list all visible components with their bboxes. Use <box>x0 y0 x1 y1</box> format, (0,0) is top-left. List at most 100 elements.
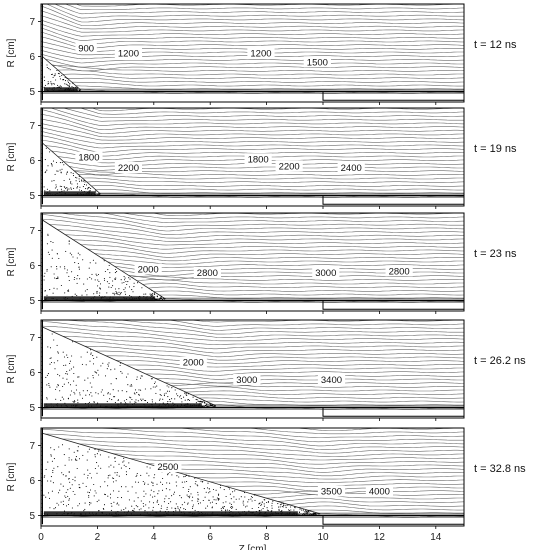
plasma-dot <box>57 492 60 494</box>
plasma-dot <box>71 507 73 509</box>
plasma-dot <box>68 279 70 282</box>
y-tick-label: 6 <box>29 476 35 487</box>
plasma-dot <box>63 454 65 456</box>
plasma-dot <box>230 503 232 505</box>
plasma-dot <box>196 399 198 401</box>
electrode-edge <box>41 195 464 205</box>
plasma-dot <box>110 509 112 511</box>
panel-frame <box>40 319 465 419</box>
plasma-dot <box>235 498 237 500</box>
step-box <box>323 407 464 417</box>
plasma-dot <box>113 294 115 296</box>
plasma-dot <box>181 504 183 506</box>
plasma-dot <box>251 496 253 499</box>
plasma-dot <box>78 376 80 378</box>
plasma-dot <box>83 283 85 285</box>
plasma-dot <box>78 484 80 486</box>
plasma-dot <box>74 262 76 264</box>
plasma-dot <box>97 285 99 287</box>
plasma-dot <box>69 362 71 365</box>
plasma-dot <box>66 354 68 356</box>
plasma-dot <box>135 399 137 401</box>
contour-label-bg <box>244 153 272 165</box>
plasma-dot <box>69 182 72 184</box>
contour-label: 2800 <box>197 268 218 279</box>
plasma-dot <box>107 485 109 487</box>
contour-line <box>41 339 464 354</box>
plasma-dot <box>138 393 140 395</box>
plasma-dot <box>79 394 81 396</box>
plasma-dot <box>136 392 138 394</box>
plasma-dot <box>66 171 68 173</box>
plasma-dot <box>76 183 78 185</box>
y-tick-label: 5 <box>29 511 35 522</box>
plasma-dot <box>218 498 220 500</box>
plasma-dot <box>66 187 68 189</box>
contour-label-bg <box>365 485 393 497</box>
plasma-dot <box>106 368 108 370</box>
plasma-dot <box>178 509 180 511</box>
contour-label: 2000 <box>183 358 204 369</box>
plasma-dot <box>151 295 153 297</box>
plasma-region <box>42 219 167 301</box>
plasma-dot <box>86 459 88 461</box>
plasma-dot <box>166 506 168 508</box>
plasma-dot <box>143 495 145 497</box>
plasma-dot <box>279 504 281 506</box>
plasma-dot <box>127 490 129 492</box>
plasma-dot <box>47 233 49 235</box>
plasma-dot <box>56 386 58 388</box>
plasma-dot <box>178 476 180 478</box>
plasma-dot <box>59 162 61 164</box>
plasma-dot <box>114 460 116 462</box>
plasma-dot <box>78 180 81 182</box>
plasma-dot <box>90 353 92 355</box>
plasma-dot <box>137 497 139 499</box>
plasma-dot <box>59 375 61 377</box>
plasma-dot <box>120 293 122 295</box>
plasma-dot <box>134 401 136 403</box>
plasma-dot <box>169 401 171 403</box>
plasma-dot <box>52 83 54 85</box>
plasma-dot <box>104 375 107 377</box>
contour-line <box>64 4 464 11</box>
plasma-dot <box>198 400 200 402</box>
plasma-dot <box>94 490 96 492</box>
plasma-dot <box>51 165 53 167</box>
plasma-dot <box>69 384 72 386</box>
contour-label-bg <box>275 160 303 172</box>
plasma-dot <box>76 177 78 179</box>
plasma-dot <box>51 164 53 166</box>
plasma-dot <box>64 266 66 268</box>
plasma-dot <box>248 499 250 501</box>
panel-1: 900 1200 1200 1500 5 6 7 R [cm] t = 12 ns <box>6 3 517 105</box>
plasma-dot <box>112 481 115 483</box>
plasma-dot <box>177 395 179 397</box>
plasma-dot <box>84 290 86 292</box>
plasma-dot <box>59 75 61 78</box>
plasma-dot <box>64 76 66 79</box>
plasma-dot <box>54 368 56 370</box>
plasma-dot <box>184 508 187 511</box>
plasma-dot <box>109 272 111 274</box>
plasma-dot <box>66 77 68 80</box>
plasma-dot <box>67 489 69 491</box>
plasma-dot <box>304 513 306 515</box>
plasma-dot <box>80 356 82 358</box>
contour-label: 1200 <box>118 49 139 60</box>
plasma-dot <box>290 506 292 508</box>
plasma-dot <box>87 491 89 493</box>
plasma-dot <box>145 293 147 295</box>
contour-line <box>41 53 464 64</box>
plasma-dot <box>99 486 101 488</box>
plasma-dot <box>158 298 160 301</box>
plasma-dot <box>150 489 152 491</box>
contour-line <box>41 31 464 45</box>
plasma-dot <box>83 473 85 475</box>
plasma-dot <box>96 356 98 358</box>
contour-label: 2400 <box>341 163 362 174</box>
plasma-dot <box>136 472 138 475</box>
plasma-dot <box>56 344 58 346</box>
plasma-dot <box>281 505 283 508</box>
contour-label: 1200 <box>250 49 271 60</box>
